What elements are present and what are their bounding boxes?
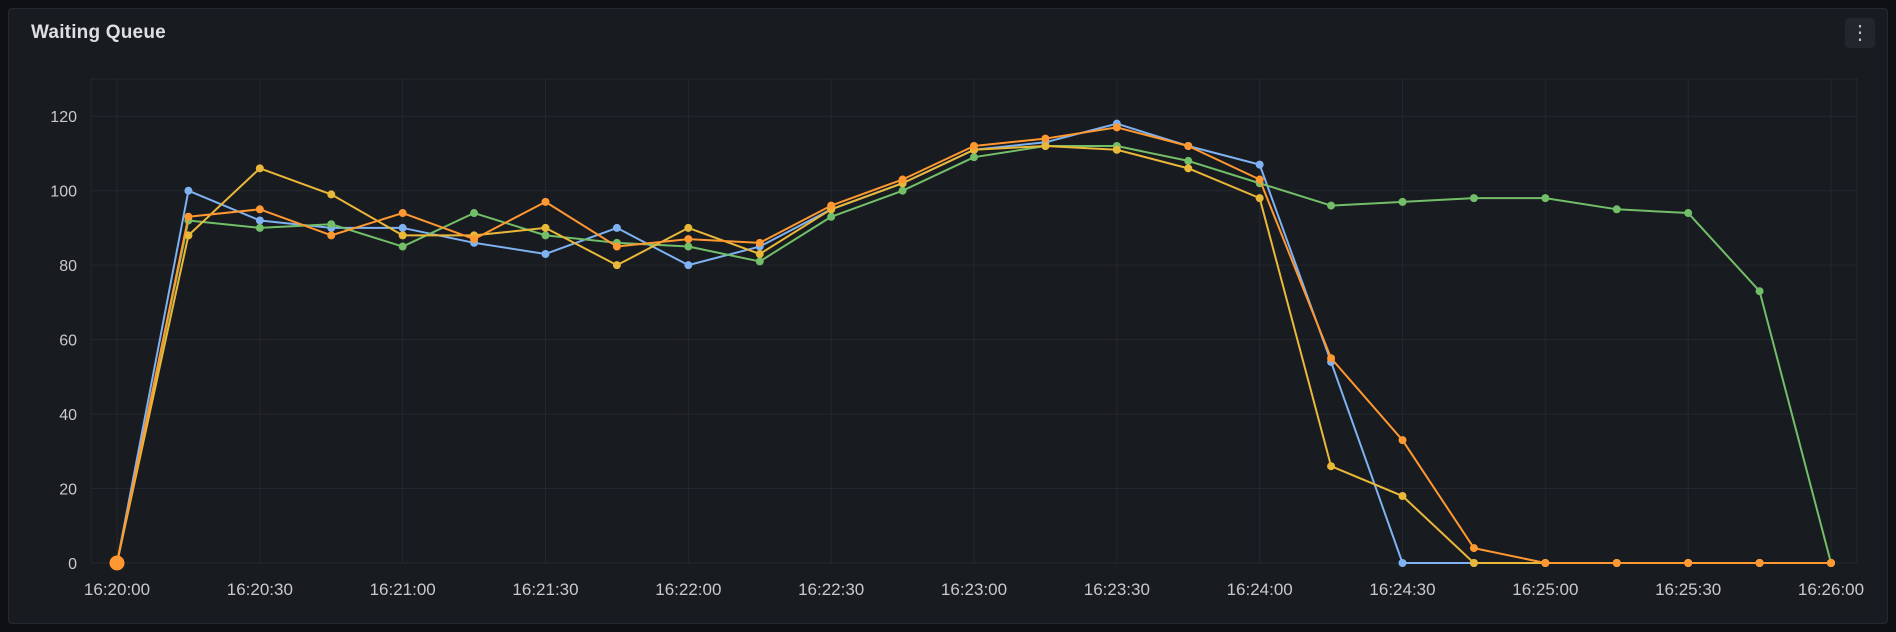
series-green-point	[398, 242, 407, 251]
series-blue-point	[612, 223, 621, 232]
series-blue-point	[541, 249, 550, 258]
series-orange-point	[1469, 544, 1478, 553]
series-yellow-point	[1398, 491, 1407, 500]
series-yellow-point	[684, 223, 693, 232]
y-tick-label: 100	[50, 184, 77, 201]
series-green-point	[1327, 201, 1336, 210]
series-orange-point	[1398, 436, 1407, 445]
x-tick-label: 16:21:30	[512, 580, 578, 599]
series-green-point	[1684, 209, 1693, 218]
series-orange-point	[1684, 559, 1693, 567]
series-green-point	[327, 220, 336, 229]
panel-title: Waiting Queue	[31, 22, 166, 43]
x-tick-label: 16:24:30	[1369, 580, 1435, 599]
series-orange-point	[1827, 559, 1835, 567]
series-yellow-point	[541, 223, 550, 232]
series-orange-point	[255, 205, 264, 214]
series-orange-point	[398, 209, 407, 218]
series-yellow-point	[255, 164, 264, 173]
panel-header: Waiting Queue ⋮	[9, 9, 1887, 57]
x-tick-label: 16:24:00	[1227, 580, 1293, 599]
series-green-point	[970, 153, 978, 162]
series-orange-point	[184, 212, 193, 221]
series-green-point	[1469, 194, 1478, 203]
y-tick-label: 120	[50, 109, 77, 126]
panel-menu-button[interactable]: ⋮	[1845, 18, 1875, 48]
kebab-menu-icon: ⋮	[1850, 22, 1870, 44]
series-yellow-point	[755, 249, 764, 258]
series-yellow-point	[1112, 145, 1121, 154]
series-blue-point	[684, 261, 693, 270]
x-tick-label: 16:20:00	[84, 580, 150, 599]
series-yellow-point	[1041, 142, 1050, 151]
series-green-point	[827, 212, 836, 221]
y-tick-label: 80	[59, 258, 77, 275]
series-yellow-point	[1255, 194, 1264, 203]
series-orange-point	[612, 242, 621, 251]
x-tick-label: 16:26:00	[1798, 580, 1864, 599]
series-orange-point	[1041, 134, 1050, 143]
series-yellow-point	[398, 231, 407, 240]
series-blue-point	[184, 186, 193, 195]
series-orange-point	[755, 238, 764, 247]
series-green-point	[1612, 205, 1621, 214]
x-tick-label: 16:23:00	[941, 580, 1007, 599]
series-orange-point	[541, 197, 550, 206]
series-yellow-point	[1184, 164, 1193, 173]
series-green-point	[541, 231, 550, 240]
series-orange-point	[470, 235, 479, 244]
series-green-point	[755, 257, 764, 266]
x-tick-label: 16:25:30	[1655, 580, 1721, 599]
series-orange-point	[327, 231, 336, 240]
waiting-queue-panel: Waiting Queue ⋮ 0 20 40 60 80 100 120 16:20:00 1…	[8, 8, 1888, 624]
series-green-point	[1755, 287, 1764, 296]
series-yellow-point	[1327, 462, 1336, 471]
series-green-point	[1398, 197, 1407, 206]
series-orange-point	[1255, 175, 1264, 184]
series-orange-point	[898, 175, 907, 184]
series-yellow-point	[1469, 559, 1478, 567]
y-tick-label: 20	[59, 482, 77, 499]
series-green-point	[684, 242, 693, 251]
series-orange-point	[1184, 142, 1193, 151]
series-orange-point	[1541, 559, 1550, 567]
x-tick-label: 16:23:30	[1084, 580, 1150, 599]
origin-marker	[109, 555, 125, 571]
series-orange-point	[1755, 559, 1764, 567]
x-tick-label: 16:22:30	[798, 580, 864, 599]
x-tick-label: 16:25:00	[1512, 580, 1578, 599]
series-orange-point	[1327, 354, 1336, 363]
series-green-point	[898, 186, 907, 195]
series-yellow-point	[612, 261, 621, 270]
series-blue-point	[1398, 559, 1407, 567]
series-blue-point	[255, 216, 264, 225]
y-tick-label: 60	[59, 333, 77, 350]
series-orange-point	[1612, 559, 1621, 567]
x-tick-label: 16:22:00	[655, 580, 721, 599]
series-orange-point	[1112, 123, 1121, 132]
series-orange-point	[684, 235, 693, 244]
series-blue-point	[398, 223, 407, 232]
series-green-point	[470, 209, 479, 218]
x-tick-label: 16:21:00	[370, 580, 436, 599]
chart-area[interactable]: 0 20 40 60 80 100 120 16:20:00 16:20:30 16:21:00 1…	[9, 57, 1887, 623]
x-tick-label: 16:20:30	[227, 580, 293, 599]
series-green-point	[1541, 194, 1550, 203]
series-green-point	[1184, 156, 1193, 165]
series-blue-point	[1255, 160, 1264, 169]
series-green-point	[255, 223, 264, 232]
series-orange-point	[827, 201, 836, 210]
series-yellow-point	[184, 231, 193, 240]
series-orange-point	[970, 142, 978, 151]
y-tick-label: 40	[59, 407, 77, 424]
series-yellow-point	[327, 190, 336, 199]
waiting-queue-chart[interactable]: 0 20 40 60 80 100 120 16:20:00 16:20:30 16:21:00 1…	[21, 57, 1875, 617]
y-tick-label: 0	[68, 556, 77, 573]
